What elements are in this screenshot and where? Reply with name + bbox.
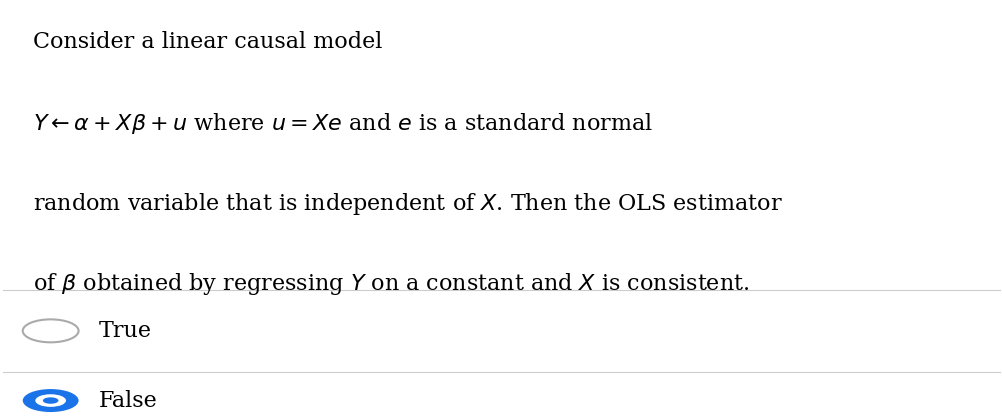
Text: $Y \leftarrow \alpha + X\beta + u$ where $u = Xe$ and $e$ is a standard normal: $Y \leftarrow \alpha + X\beta + u$ where… [33,111,652,136]
Circle shape [43,397,58,404]
Text: of $\beta$ obtained by regressing $Y$ on a constant and $X$ is consistent.: of $\beta$ obtained by regressing $Y$ on… [33,271,748,297]
Circle shape [35,394,66,407]
Text: random variable that is independent of $X$. Then the OLS estimator: random variable that is independent of $… [33,191,782,217]
Text: True: True [98,320,151,342]
Text: False: False [98,389,157,412]
Circle shape [23,389,78,412]
Text: Consider a linear causal model: Consider a linear causal model [33,31,382,53]
